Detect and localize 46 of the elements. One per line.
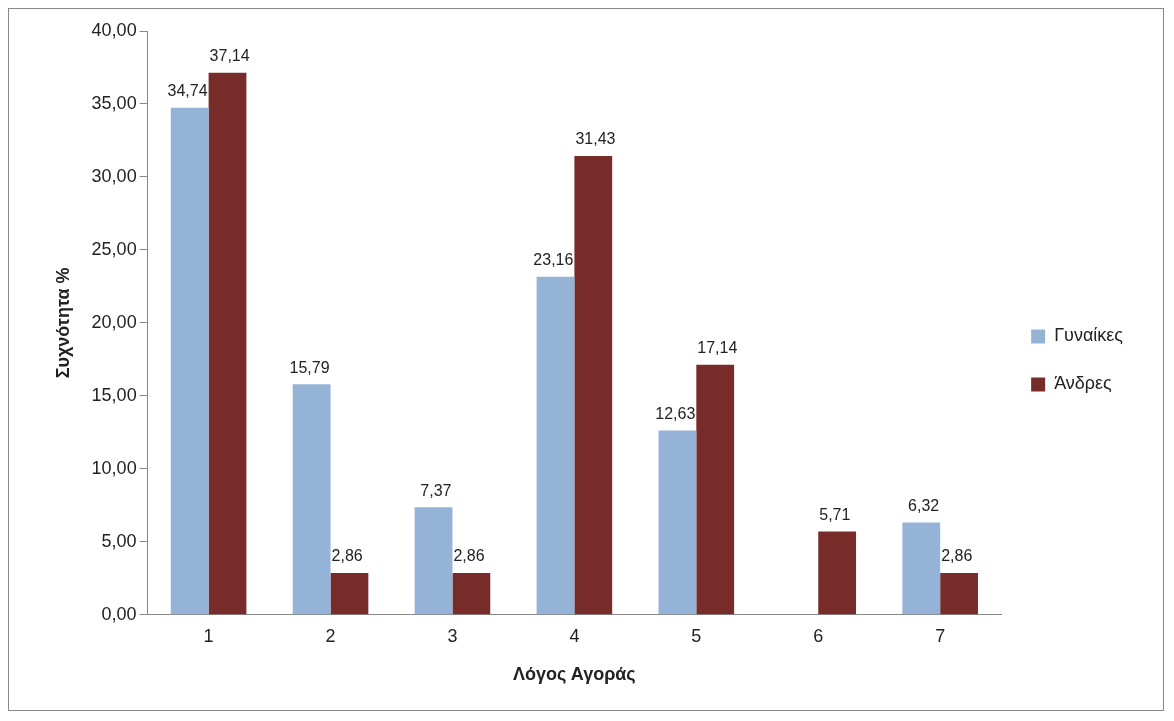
bar (658, 430, 697, 615)
x-axis-title: Λόγος Αγοράς (513, 664, 636, 685)
bar (574, 156, 613, 615)
data-label: 7,37 (420, 481, 452, 499)
y-tick-label: 20,00 (91, 311, 137, 332)
data-label: 37,14 (209, 47, 250, 65)
x-tick-label: 2 (325, 625, 336, 646)
bar (170, 107, 209, 615)
bar (696, 364, 735, 615)
y-tick-label: 5,00 (101, 530, 137, 551)
x-tick-label: 4 (569, 625, 580, 646)
y-tick-label: 10,00 (91, 457, 137, 478)
data-label: 31,43 (575, 130, 616, 148)
data-label: 2,86 (331, 547, 363, 565)
y-axis-title: Συχνότητα % (52, 267, 73, 379)
bar (536, 276, 575, 615)
bar (330, 573, 369, 615)
legend-label: Άνδρες (1054, 373, 1113, 394)
data-label: 15,79 (289, 358, 330, 376)
data-label: 5,71 (819, 505, 851, 523)
bar (902, 522, 941, 615)
bar (414, 507, 453, 615)
data-label: 2,86 (941, 547, 973, 565)
x-tick-label: 3 (447, 625, 458, 646)
bar (940, 573, 978, 615)
x-tick-label: 7 (935, 625, 946, 646)
y-tick-label: 25,00 (91, 238, 137, 259)
data-label: 17,14 (697, 339, 738, 357)
y-tick-label: 35,00 (91, 92, 137, 113)
y-tick-label: 0,00 (101, 603, 137, 624)
y-tick-label: 40,00 (91, 19, 137, 40)
y-tick-label: 30,00 (91, 165, 137, 186)
bar (292, 384, 331, 615)
data-label: 12,63 (655, 404, 696, 422)
bar (452, 573, 491, 615)
bar (818, 531, 857, 615)
bar (208, 72, 247, 615)
data-label: 2,86 (453, 547, 485, 565)
x-tick-label: 1 (203, 625, 214, 646)
data-label: 23,16 (533, 251, 574, 269)
x-tick-label: 5 (691, 625, 702, 646)
legend-label: Γυναίκες (1054, 325, 1124, 346)
x-tick-label: 6 (813, 625, 824, 646)
y-tick-label: 15,00 (91, 384, 137, 405)
data-label: 6,32 (908, 496, 940, 514)
data-label: 34,74 (167, 82, 208, 100)
